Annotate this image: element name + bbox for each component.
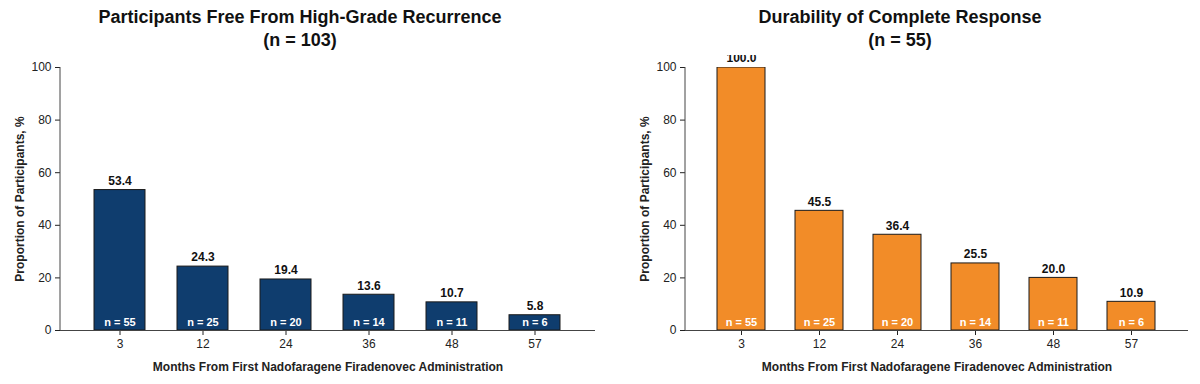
svg-text:0: 0: [670, 323, 677, 337]
svg-text:19.4: 19.4: [274, 263, 298, 277]
svg-text:40: 40: [663, 218, 677, 232]
svg-text:n = 11: n = 11: [1038, 316, 1069, 328]
svg-text:Proportion of Participants, %: Proportion of Participants, %: [638, 116, 652, 282]
svg-text:48: 48: [445, 337, 459, 351]
svg-text:36: 36: [362, 337, 376, 351]
svg-text:n = 14: n = 14: [960, 316, 992, 328]
html-text:Participants Free From High-Gr: Participants Free From High-Grade Recurr…: [98, 7, 502, 27]
svg-text:20: 20: [38, 271, 52, 285]
svg-text:36.4: 36.4: [886, 219, 910, 233]
svg-text:24: 24: [279, 337, 293, 351]
svg-text:n = 20: n = 20: [270, 316, 302, 328]
svg-text:100.0: 100.0: [726, 55, 756, 65]
svg-text:80: 80: [663, 113, 677, 127]
svg-text:Months From First Nadofaragene: Months From First Nadofaragene Firadenov…: [762, 360, 1112, 374]
svg-text:12: 12: [196, 337, 210, 351]
html-text:(n = 103): (n = 103): [263, 30, 337, 50]
svg-text:40: 40: [38, 218, 52, 232]
svg-text:45.5: 45.5: [808, 195, 832, 209]
svg-text:80: 80: [38, 113, 52, 127]
svg-text:5.8: 5.8: [527, 299, 544, 313]
svg-text:25.5: 25.5: [964, 247, 988, 261]
svg-text:60: 60: [38, 166, 52, 180]
svg-text:12: 12: [813, 337, 827, 351]
svg-text:n = 14: n = 14: [353, 316, 385, 328]
svg-text:0: 0: [45, 323, 52, 337]
html-text:(n = 55): (n = 55): [868, 30, 932, 50]
svg-text:3: 3: [117, 337, 124, 351]
svg-text:n = 20: n = 20: [882, 316, 914, 328]
svg-text:48: 48: [1047, 337, 1061, 351]
svg-text:3: 3: [738, 337, 745, 351]
svg-text:24.3: 24.3: [191, 250, 215, 264]
svg-text:100: 100: [31, 60, 51, 74]
svg-text:100: 100: [656, 60, 676, 74]
svg-text:Proportion of Participants, %: Proportion of Participants, %: [13, 116, 27, 282]
svg-text:13.6: 13.6: [357, 279, 381, 293]
svg-text:10.9: 10.9: [1120, 286, 1144, 300]
svg-text:n = 55: n = 55: [104, 316, 136, 328]
svg-text:20: 20: [663, 271, 677, 285]
svg-text:n = 25: n = 25: [187, 316, 219, 328]
svg-text:57: 57: [1125, 337, 1139, 351]
svg-text:57: 57: [528, 337, 542, 351]
svg-text:53.4: 53.4: [108, 174, 132, 188]
svg-text:24: 24: [891, 337, 905, 351]
svg-text:36: 36: [969, 337, 983, 351]
svg-text:n = 25: n = 25: [804, 316, 836, 328]
svg-text:n = 6: n = 6: [1119, 316, 1144, 328]
svg-text:10.7: 10.7: [440, 286, 464, 300]
svg-text:Months From First Nadofaragene: Months From First Nadofaragene Firadenov…: [153, 360, 503, 374]
svg-text:n = 55: n = 55: [726, 316, 758, 328]
svg-text:n = 11: n = 11: [437, 316, 468, 328]
svg-text:20.0: 20.0: [1042, 262, 1066, 276]
svg-text:60: 60: [663, 166, 677, 180]
html-text:Durability of Complete Respons: Durability of Complete Response: [758, 7, 1042, 27]
svg-text:n = 6: n = 6: [522, 316, 547, 328]
